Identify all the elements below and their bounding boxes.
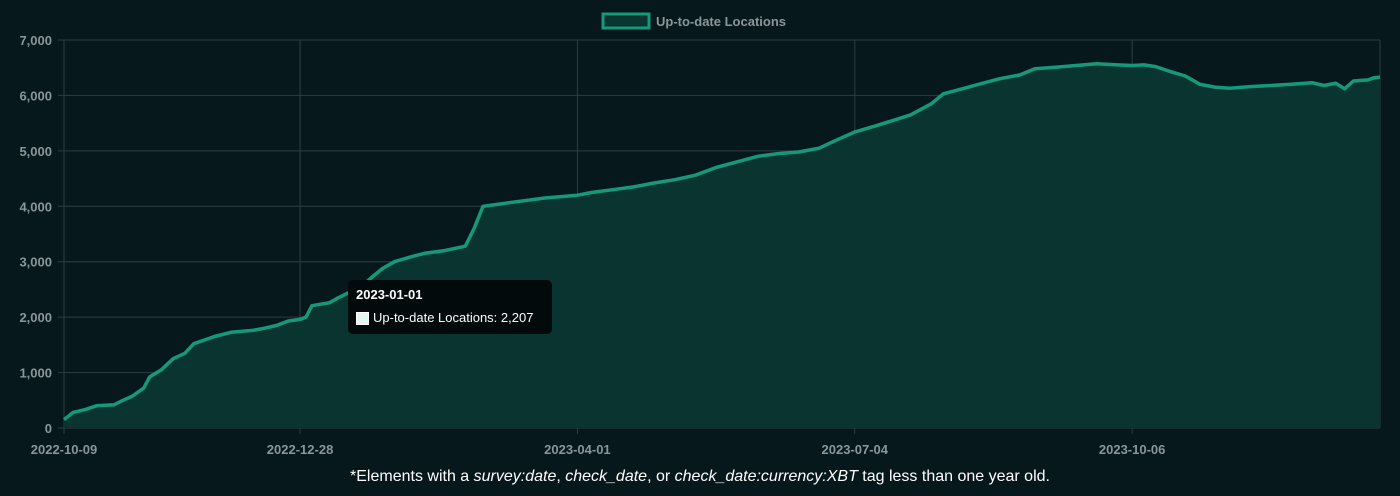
- series-area-fill: [64, 63, 1380, 429]
- tooltip: 2023-01-01 Up-to-date Locations: 2,207: [348, 280, 552, 334]
- x-tick-label: 2022-12-28: [267, 442, 334, 457]
- x-axis-ticks: 2022-10-09 2022-12-28 2023-04-01 2023-07-04…: [31, 442, 1166, 457]
- legend-swatch[interactable]: [601, 12, 651, 30]
- footnote-tag-check-date-currency: check_date:currency:XBT: [674, 468, 858, 485]
- tooltip-swatch: [356, 311, 369, 325]
- y-tick-label: 4,000: [19, 199, 52, 214]
- y-tick-label: 7,000: [19, 33, 52, 48]
- y-tick-label: 3,000: [19, 255, 52, 270]
- tooltip-row: Up-to-date Locations: 2,207: [356, 310, 544, 326]
- x-tick-label: 2023-04-01: [544, 442, 611, 457]
- footnote-prefix: *Elements with a: [350, 468, 474, 485]
- x-tick-label: 2022-10-09: [31, 442, 98, 457]
- footnote-tag-survey-date: survey:date: [473, 468, 557, 485]
- tooltip-title: 2023-01-01: [356, 287, 423, 302]
- series-line[interactable]: [62, 62, 1381, 422]
- footnote: *Elements with a survey:date, check_date…: [0, 468, 1400, 486]
- legend[interactable]: Up-to-date Locations: [601, 12, 786, 30]
- y-tick-label: 6,000: [19, 88, 52, 103]
- y-tick-label: 2,000: [19, 310, 52, 325]
- x-tick-label: 2023-10-06: [1099, 442, 1166, 457]
- y-tick-label: 1,000: [19, 366, 52, 381]
- footnote-separator-1: ,: [556, 468, 566, 485]
- footnote-suffix: tag less than one year old.: [857, 468, 1050, 485]
- legend-label[interactable]: Up-to-date Locations: [656, 14, 786, 29]
- x-tick-label: 2023-07-04: [822, 442, 889, 457]
- y-tick-label: 5,000: [19, 144, 52, 159]
- tooltip-label: Up-to-date Locations: 2,207: [373, 310, 534, 325]
- footnote-tag-check-date: check_date: [565, 468, 648, 485]
- y-axis-ticks: 0 1,000 2,000 3,000 4,000 5,000 6,000 7,000: [19, 33, 52, 436]
- y-tick-label: 0: [45, 421, 52, 436]
- footnote-separator-2: , or: [647, 468, 675, 485]
